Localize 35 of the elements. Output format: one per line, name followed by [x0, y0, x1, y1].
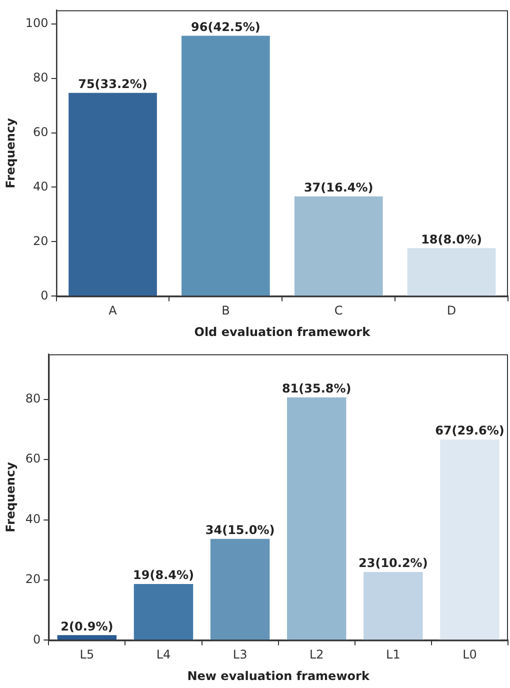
x-tick-label: L3 — [232, 648, 248, 662]
x-tick-label: L1 — [386, 648, 400, 662]
y-tick-label: 60 — [33, 124, 48, 139]
y-tick-label: 80 — [25, 391, 41, 406]
x-tick-label: B — [222, 304, 230, 318]
x-tick-label: L5 — [80, 648, 94, 662]
y-tick-label: 0 — [33, 632, 41, 646]
data-label: 75(33.2%) — [78, 77, 148, 92]
y-tick-label: 80 — [33, 70, 48, 84]
y-tick-label: 60 — [25, 452, 41, 466]
y-axis-title: Frequency — [3, 118, 18, 188]
y-tick-label: 20 — [33, 234, 48, 248]
data-label: 23(10.2%) — [358, 556, 428, 570]
data-label: 67(29.6%) — [435, 424, 504, 438]
data-label: 37(16.4%) — [304, 180, 374, 195]
x-tick-label: L0 — [462, 648, 477, 662]
y-tick-label: 40 — [33, 179, 48, 194]
y-tick-label: 0 — [40, 288, 48, 302]
x-axis-title: New evaluation framework — [187, 668, 370, 683]
x-axis-title: Old evaluation framework — [194, 324, 372, 339]
data-label: 19(8.4%) — [133, 568, 194, 582]
data-label: 2(0.9%) — [60, 619, 114, 634]
data-label: 18(8.0%) — [421, 232, 482, 246]
x-tick-label: L4 — [156, 648, 171, 662]
y-tick-label: 40 — [25, 512, 41, 526]
data-label: 81(35.8%) — [282, 381, 352, 396]
y-axis-title: Frequency — [3, 462, 18, 532]
x-tick-label: A — [108, 304, 118, 318]
data-label: 34(15.0%) — [205, 522, 275, 537]
y-tick-label: 20 — [25, 572, 41, 586]
data-label: 96(42.5%) — [191, 20, 260, 34]
x-tick-label: D — [446, 304, 456, 318]
y-tick-label: 100 — [25, 16, 48, 30]
x-tick-label: C — [334, 304, 343, 318]
x-tick-label: L2 — [309, 648, 324, 662]
